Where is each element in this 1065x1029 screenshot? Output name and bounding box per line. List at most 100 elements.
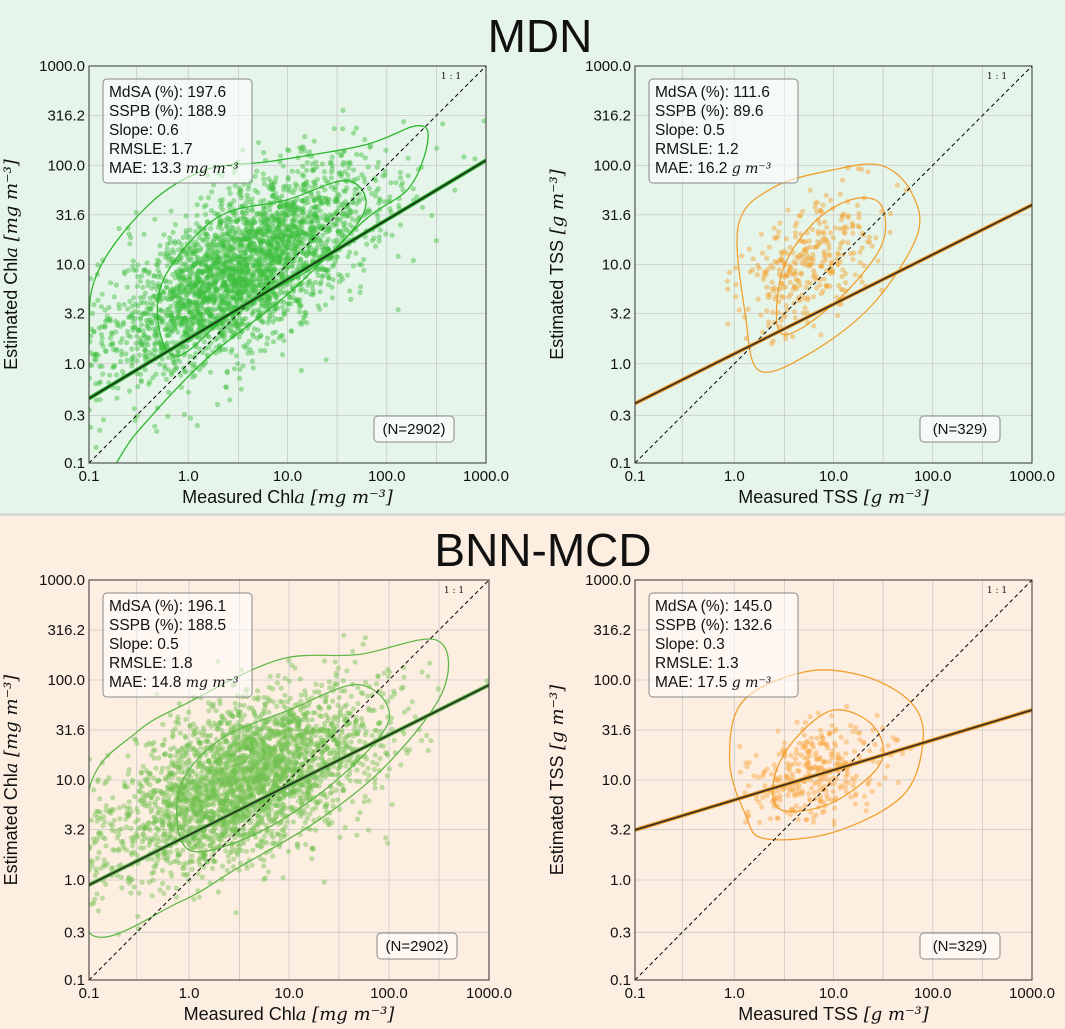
data-point xyxy=(150,280,156,286)
data-point xyxy=(277,253,283,259)
data-point xyxy=(377,719,383,725)
data-point xyxy=(242,285,248,291)
data-point xyxy=(219,270,225,276)
data-point xyxy=(249,228,255,234)
data-point xyxy=(304,253,310,259)
data-point xyxy=(277,221,283,227)
data-point xyxy=(388,180,394,186)
data-point xyxy=(204,299,210,305)
data-point xyxy=(311,254,317,260)
data-point xyxy=(176,247,182,253)
data-point xyxy=(319,274,325,280)
data-point xyxy=(204,236,210,242)
data-point xyxy=(281,184,287,190)
data-point xyxy=(214,259,220,265)
data-point xyxy=(184,330,191,337)
data-point xyxy=(125,771,131,777)
data-point xyxy=(138,300,144,306)
data-point xyxy=(217,285,224,291)
data-point xyxy=(290,211,296,217)
data-point xyxy=(271,236,277,242)
data-point xyxy=(199,284,206,290)
data-point xyxy=(260,238,267,244)
data-point xyxy=(173,286,179,292)
data-point xyxy=(258,332,264,339)
data-point xyxy=(276,254,282,260)
data-point xyxy=(237,315,243,321)
data-point xyxy=(283,232,289,238)
data-point xyxy=(197,247,203,253)
data-point xyxy=(353,250,359,256)
data-point xyxy=(238,260,244,266)
data-point xyxy=(135,303,141,309)
data-point xyxy=(240,263,246,270)
data-point xyxy=(124,284,130,290)
data-point xyxy=(245,186,251,192)
data-point xyxy=(89,326,94,332)
data-point xyxy=(258,248,264,254)
data-point xyxy=(835,251,842,257)
data-point xyxy=(240,209,246,215)
data-point xyxy=(289,230,295,236)
data-point xyxy=(294,229,300,235)
data-point xyxy=(792,315,798,321)
data-point xyxy=(173,885,180,891)
data-point xyxy=(256,307,262,313)
data-point xyxy=(232,331,238,337)
data-point xyxy=(243,227,249,233)
data-point xyxy=(270,319,276,325)
data-point xyxy=(163,295,169,301)
data-point xyxy=(214,278,220,284)
data-point xyxy=(334,216,340,222)
data-point xyxy=(348,230,354,237)
data-point xyxy=(195,309,201,316)
data-point xyxy=(207,254,213,260)
data-point xyxy=(159,356,165,362)
data-point xyxy=(136,309,142,315)
data-point xyxy=(309,167,316,173)
data-point xyxy=(319,199,325,205)
data-point xyxy=(238,386,244,392)
data-point xyxy=(167,235,173,241)
data-point xyxy=(277,246,283,252)
data-point xyxy=(239,285,245,291)
data-point xyxy=(335,228,341,234)
data-point xyxy=(300,205,306,211)
data-point xyxy=(309,210,315,216)
stats-line: MdSA (%): 197.6 xyxy=(109,84,226,101)
data-point xyxy=(330,277,336,283)
data-point xyxy=(319,244,326,250)
data-point xyxy=(219,299,225,305)
data-point xyxy=(216,248,222,254)
data-point xyxy=(313,159,319,165)
x-axis-label-text: Measured TSS xyxy=(738,487,858,507)
data-point xyxy=(205,295,211,301)
data-point xyxy=(243,216,249,223)
data-point xyxy=(314,245,320,251)
data-point xyxy=(248,258,254,264)
data-point xyxy=(166,254,172,260)
x-tick-label: 100.0 xyxy=(914,468,952,485)
data-point xyxy=(777,220,783,226)
data-point xyxy=(266,248,272,254)
data-point xyxy=(315,242,321,248)
data-point xyxy=(326,275,332,281)
data-point xyxy=(330,797,336,804)
data-point xyxy=(264,246,270,252)
data-point xyxy=(255,139,262,146)
data-point xyxy=(120,319,127,325)
data-point xyxy=(217,253,223,260)
data-point xyxy=(142,352,148,358)
data-point xyxy=(138,322,144,328)
data-point xyxy=(164,263,170,269)
data-point xyxy=(807,187,813,193)
data-point xyxy=(217,198,223,204)
data-point xyxy=(176,239,182,245)
data-point xyxy=(356,261,362,267)
data-point xyxy=(290,210,296,216)
data-point xyxy=(866,234,873,240)
data-point xyxy=(221,270,228,276)
data-point xyxy=(335,191,341,197)
data-point xyxy=(259,318,265,324)
data-point xyxy=(344,185,350,191)
